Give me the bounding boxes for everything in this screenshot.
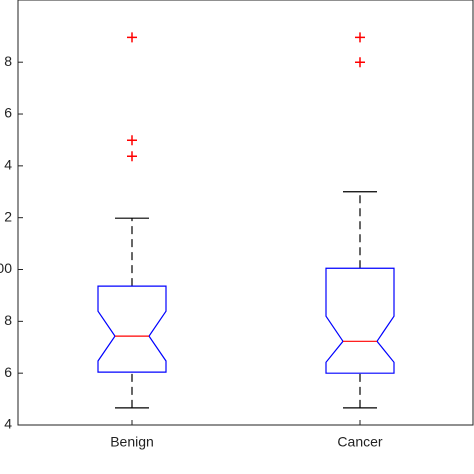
outlier <box>127 135 137 146</box>
x-tick-label: Benign <box>110 434 154 450</box>
y-tick-label: 8 <box>4 53 12 69</box>
y-tick-label: 00 <box>0 260 12 276</box>
axes-frame <box>17 0 474 426</box>
y-tick-label: 4 <box>4 416 12 432</box>
outlier <box>355 57 365 68</box>
y-tick-label: 8 <box>4 312 12 328</box>
box <box>325 267 395 374</box>
y-tick-label: 6 <box>4 105 12 121</box>
y-tick-label: 2 <box>4 208 12 224</box>
outlier <box>127 32 137 43</box>
y-tick-label: 4 <box>4 157 12 173</box>
outlier <box>127 151 137 162</box>
x-tick-label: Cancer <box>337 434 382 450</box>
y-tick-label: 6 <box>4 364 12 380</box>
box <box>97 285 167 373</box>
outlier <box>355 32 365 43</box>
